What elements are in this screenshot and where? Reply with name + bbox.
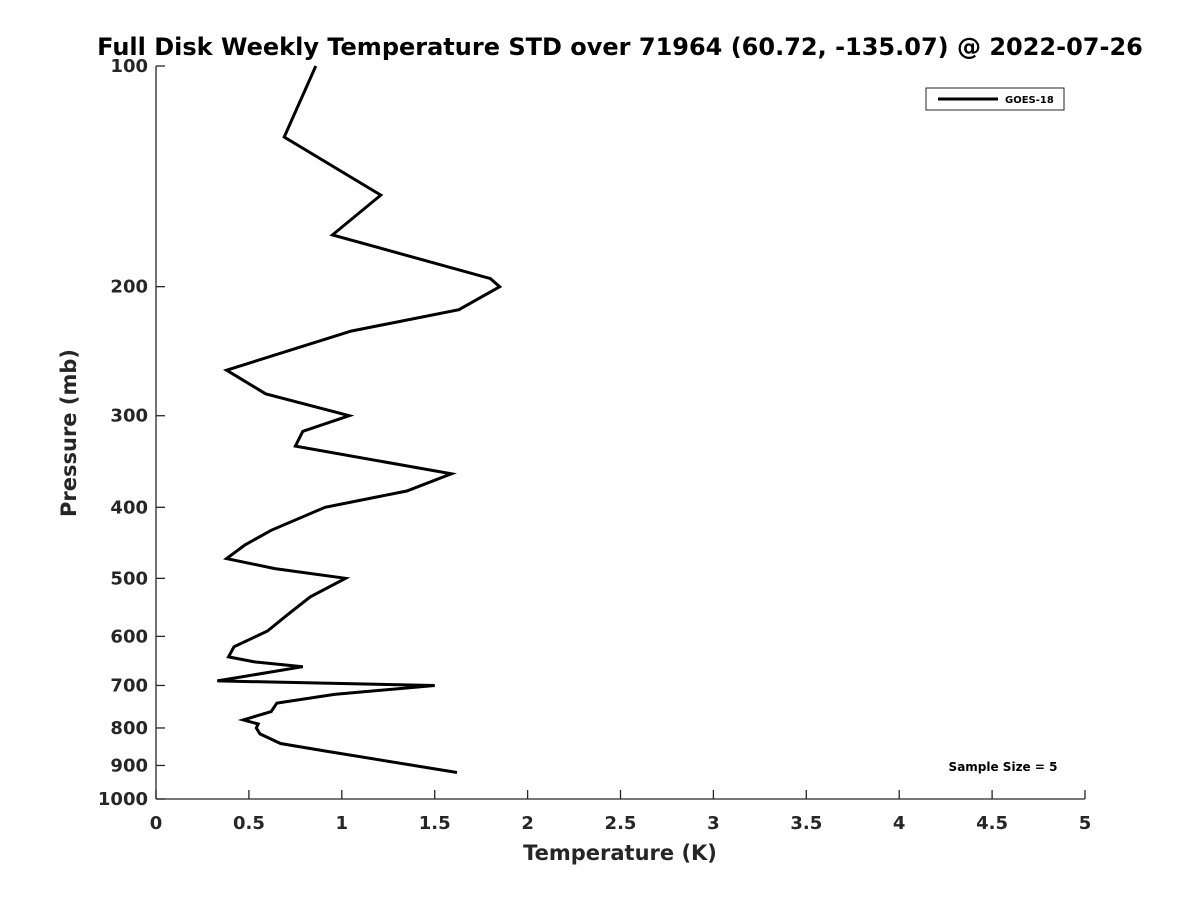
- x-tick-label: 0: [150, 813, 163, 834]
- x-tick-label: 2: [521, 813, 534, 834]
- x-tick-label: 2.5: [605, 813, 637, 834]
- y-tick-label: 900: [110, 755, 148, 776]
- sample-size-annotation: Sample Size = 5: [949, 760, 1058, 774]
- x-tick-label: 0.5: [233, 813, 265, 834]
- x-tick-label: 3: [707, 813, 720, 834]
- y-tick-label: 100: [110, 56, 148, 77]
- x-tick-label: 1: [336, 813, 349, 834]
- y-tick-label: 1000: [98, 789, 148, 810]
- chart-title: Full Disk Weekly Temperature STD over 71…: [97, 33, 1143, 61]
- y-tick-label: 500: [110, 568, 148, 589]
- y-tick-label: 600: [110, 626, 148, 647]
- y-tick-label: 200: [110, 277, 148, 298]
- plot-area: [156, 66, 1085, 799]
- y-axis-ticks: 100 200 300 400 500 600 700 800 900 1000: [98, 56, 165, 810]
- y-tick-label: 300: [110, 406, 148, 427]
- series-line-goes-18: [217, 65, 503, 774]
- x-tick-label: 3.5: [790, 813, 822, 834]
- x-tick-label: 4.5: [976, 813, 1008, 834]
- x-tick-label: 1.5: [419, 813, 451, 834]
- y-tick-label: 800: [110, 718, 148, 739]
- x-tick-label: 4: [893, 813, 906, 834]
- y-tick-label: 400: [110, 497, 148, 518]
- x-axis-label: Temperature (K): [523, 841, 717, 865]
- legend: GOES-18: [925, 87, 1065, 111]
- y-axis-label: Pressure (mb): [57, 349, 81, 517]
- x-axis-ticks: 0 0.5 1 1.5 2 2.5 3 3.5 4 4.5 5: [150, 790, 1092, 834]
- y-tick-label: 700: [110, 675, 148, 696]
- x-tick-label: 5: [1079, 813, 1092, 834]
- legend-label: GOES-18: [1005, 95, 1054, 106]
